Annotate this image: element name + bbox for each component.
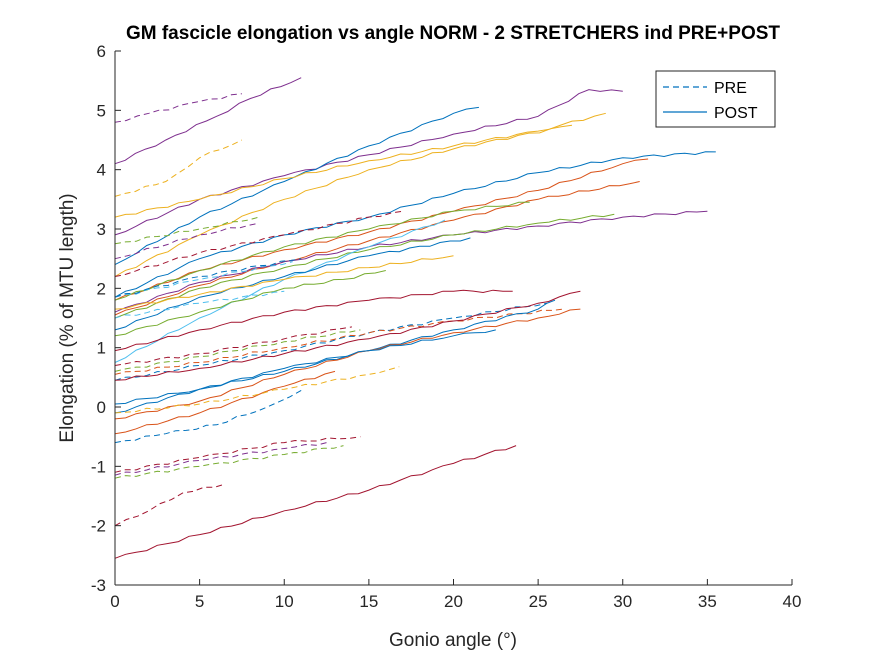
- x-tick-label-7: 35: [698, 592, 717, 611]
- series-line-pre-23: [114, 290, 285, 319]
- legend: PRE POST: [655, 70, 776, 128]
- series-line-pre-36: [114, 436, 361, 473]
- y-tick-label-3: 0: [97, 398, 106, 417]
- chart-title: GM fascicle elongation vs angle NORM - 2…: [126, 23, 780, 44]
- series-line-post-8: [114, 151, 716, 298]
- legend-label-pre: PRE: [714, 80, 747, 97]
- series-line-pre-5: [114, 139, 243, 197]
- y-tick-label-8: 5: [97, 101, 106, 120]
- series-line-post-7: [114, 124, 573, 277]
- series-line-post-33: [114, 370, 336, 435]
- y-tick-label-6: 3: [97, 220, 106, 239]
- series-line-post-32: [114, 329, 496, 414]
- x-tick-label-2: 10: [275, 592, 294, 611]
- series-line-post-16: [114, 270, 386, 337]
- series-line-post-6: [114, 112, 606, 218]
- x-axis-label: Gonio angle (°): [389, 630, 517, 651]
- series-line-pre-25: [114, 308, 564, 375]
- x-tick-label-4: 20: [444, 592, 463, 611]
- series-line-pre-20: [114, 216, 260, 245]
- x-tick-label-5: 25: [529, 592, 548, 611]
- y-axis-label: Elongation (% of MTU length): [57, 193, 78, 442]
- series-line-pre-35: [114, 389, 302, 444]
- legend-label-post: POST: [714, 105, 758, 122]
- series-line-post-11: [114, 210, 708, 313]
- series-line-post-30: [114, 299, 556, 405]
- x-tick-label-3: 15: [359, 592, 378, 611]
- series-line-post-12: [114, 213, 615, 319]
- series-line-pre-2: [114, 93, 242, 123]
- series-line-post-29: [114, 290, 581, 381]
- series-line-pre-39: [114, 483, 226, 527]
- y-tick-label-0: -3: [91, 576, 106, 595]
- series-line-post-17: [114, 255, 454, 310]
- series-line-post-40: [114, 445, 517, 559]
- series-line-post-14: [114, 219, 446, 363]
- y-tick-label-2: -1: [91, 457, 106, 476]
- series-line-post-15: [114, 237, 471, 331]
- axes-layer: 0 5 10 15 20 25 30 35 40 -3 -2 -1 0 1 2 3 4 5 6: [91, 42, 802, 611]
- series-line-post-31: [114, 308, 581, 420]
- y-tick-label-7: 4: [97, 161, 106, 180]
- x-tick-label-8: 40: [783, 592, 802, 611]
- series-line-post-10: [114, 181, 640, 316]
- series-line-pre-34: [114, 366, 400, 414]
- x-tick-label-6: 30: [613, 592, 632, 611]
- series-line-post-1: [114, 77, 302, 165]
- series-line-post-28: [114, 289, 513, 352]
- x-tick-label-1: 5: [195, 592, 204, 611]
- y-tick-label-1: -2: [91, 517, 106, 536]
- series-line-pre-22: [114, 258, 302, 298]
- x-tick-label-0: 0: [110, 592, 119, 611]
- series-line-pre-19: [114, 222, 260, 260]
- y-tick-label-5: 2: [97, 279, 106, 298]
- series-line-pre-37: [114, 445, 344, 479]
- series-line-post-13: [114, 201, 530, 301]
- series-layer: [114, 77, 716, 559]
- y-tick-label-4: 1: [97, 339, 106, 358]
- series-line-pre-21: [114, 261, 293, 298]
- y-tick-label-9: 6: [97, 42, 106, 61]
- series-line-pre-38: [114, 442, 327, 476]
- series-line-pre-26: [114, 329, 361, 372]
- legend-box: [655, 70, 776, 128]
